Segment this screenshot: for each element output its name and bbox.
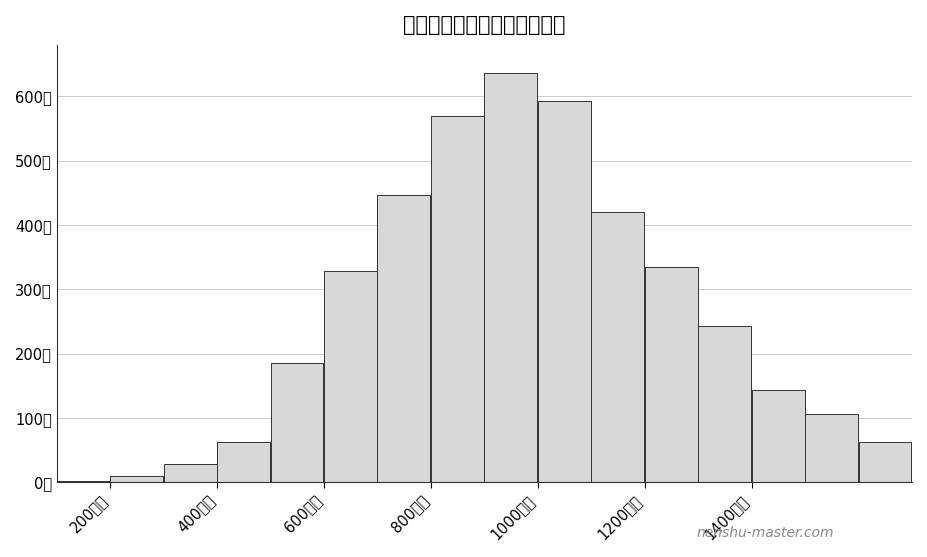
Bar	[164, 464, 217, 482]
Bar	[591, 212, 644, 482]
Title: 三井不動産の年収ポジション: 三井不動産の年収ポジション	[403, 15, 565, 35]
Bar	[324, 271, 377, 482]
Bar	[110, 476, 163, 482]
Bar	[858, 442, 911, 482]
Bar	[805, 414, 858, 482]
Bar	[485, 73, 538, 482]
Bar	[57, 481, 109, 482]
Bar	[645, 267, 698, 482]
Bar	[271, 363, 324, 482]
Bar	[217, 442, 270, 482]
Bar	[538, 101, 590, 482]
Bar	[912, 45, 927, 482]
Bar	[431, 116, 484, 482]
Bar	[752, 390, 805, 482]
Bar	[698, 326, 751, 482]
Bar	[912, 475, 927, 482]
Text: nenshu-master.com: nenshu-master.com	[697, 526, 834, 540]
Bar	[377, 195, 430, 482]
